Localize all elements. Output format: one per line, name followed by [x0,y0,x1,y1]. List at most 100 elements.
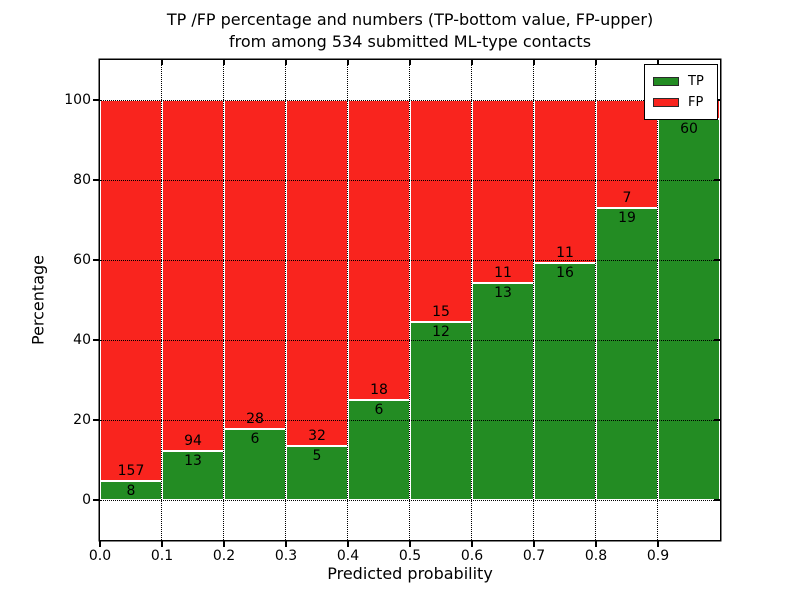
x-axis-label: Predicted probability [327,564,493,583]
x-tick [657,540,659,547]
bar-segment-fp [348,100,410,400]
bar-segment-fp [162,100,224,452]
gridline-vertical [533,60,535,540]
y-tick-inner [714,499,720,501]
bar-segment-tp [286,445,348,500]
x-tick-inner [223,60,225,65]
gridline-vertical [471,60,473,540]
legend-swatch-tp [653,77,679,86]
y-tick-inner [714,419,720,421]
plot-area: 15789413286325186151211131116719360 [100,60,720,540]
x-tick-inner [409,60,411,65]
bar-segment-tp [596,207,658,500]
x-tick-label: 0.2 [212,548,236,564]
legend-label: TP [688,74,704,89]
x-tick-label: 0.4 [336,548,360,564]
x-tick-inner [285,60,287,65]
y-tick [93,339,100,341]
x-tick [471,540,473,547]
x-tick-inner [533,60,535,65]
x-tick [161,540,163,547]
fp-count-label: 11 [494,265,512,282]
gridline-vertical [657,60,659,540]
bar-segment-fp [224,100,286,430]
bar-segment-fp [472,100,534,284]
bar-segment-tp [534,262,596,500]
x-tick-label: 0.6 [460,548,484,564]
fp-count-label: 28 [246,411,264,428]
x-tick [99,540,101,547]
bar-segment-tp [162,451,224,500]
bar-segment-tp [658,119,720,500]
x-tick-label: 0.1 [150,548,174,564]
x-tick-label: 0.8 [584,548,608,564]
fp-count-label: 94 [184,433,202,450]
y-tick [93,419,100,421]
x-tick-inner [657,60,659,65]
x-tick [409,540,411,547]
x-tick [223,540,225,547]
y-tick [93,259,100,261]
gridline-vertical [347,60,349,540]
x-tick-inner [347,60,349,65]
fp-count-label: 157 [117,462,145,479]
chart-title-line1: TP /FP percentage and numbers (TP-bottom… [166,10,654,29]
bar-segment-fp [286,100,348,446]
fp-count-label: 32 [308,427,326,444]
legend-entry: FP [653,92,709,113]
tp-count-label: 13 [494,285,512,302]
fp-count-label: 11 [556,244,574,261]
x-tick [347,540,349,547]
y-tick-label: 40 [73,332,91,348]
tp-count-label: 8 [126,482,136,499]
bar-segment-tp [472,283,534,500]
x-tick-label: 0.9 [646,548,670,564]
y-tick-inner [714,259,720,261]
y-tick-label: 100 [64,92,91,108]
bar-segment-fp [100,100,162,481]
y-tick-inner [714,179,720,181]
legend: TP FP [644,64,718,120]
x-tick-inner [595,60,597,65]
bar-segment-tp [224,429,286,500]
y-tick-inner [714,339,720,341]
x-tick [533,540,535,547]
legend-entry: TP [653,71,709,92]
tp-count-label: 12 [432,324,450,341]
chart-title-line2: from among 534 submitted ML-type contact… [228,32,592,51]
x-tick-label: 0.0 [88,548,112,564]
y-tick [93,179,100,181]
gridline-vertical [595,60,597,540]
chart-title: TP /FP percentage and numbers (TP-bottom… [100,9,720,53]
tp-count-label: 16 [556,264,574,281]
y-tick [93,499,100,501]
y-tick [93,99,100,101]
tp-count-label: 13 [184,453,202,470]
x-tick-label: 0.7 [522,548,546,564]
gridline-vertical [161,60,163,540]
gridline-vertical [223,60,225,540]
legend-label: FP [688,95,704,110]
tp-count-label: 6 [250,431,260,448]
y-tick-label: 0 [82,492,91,508]
gridline-vertical [285,60,287,540]
tp-count-label: 5 [312,447,322,464]
fp-count-label: 18 [370,382,388,398]
bar-segment-tp [348,400,410,500]
bar-segment-fp [534,100,596,263]
x-tick-label: 0.5 [398,548,422,564]
x-tick-inner [471,60,473,65]
bar-segment-fp [410,100,472,323]
fp-count-label: 7 [622,189,632,206]
x-tick-label: 0.3 [274,548,298,564]
x-tick [285,540,287,547]
gridline-vertical [409,60,411,540]
fp-count-label: 15 [432,304,450,321]
tp-count-label: 6 [374,402,384,418]
y-tick-label: 80 [73,172,91,188]
y-tick-label: 60 [73,252,91,268]
bar-segment-tp [410,322,472,500]
x-tick-inner [161,60,163,65]
x-tick [595,540,597,547]
